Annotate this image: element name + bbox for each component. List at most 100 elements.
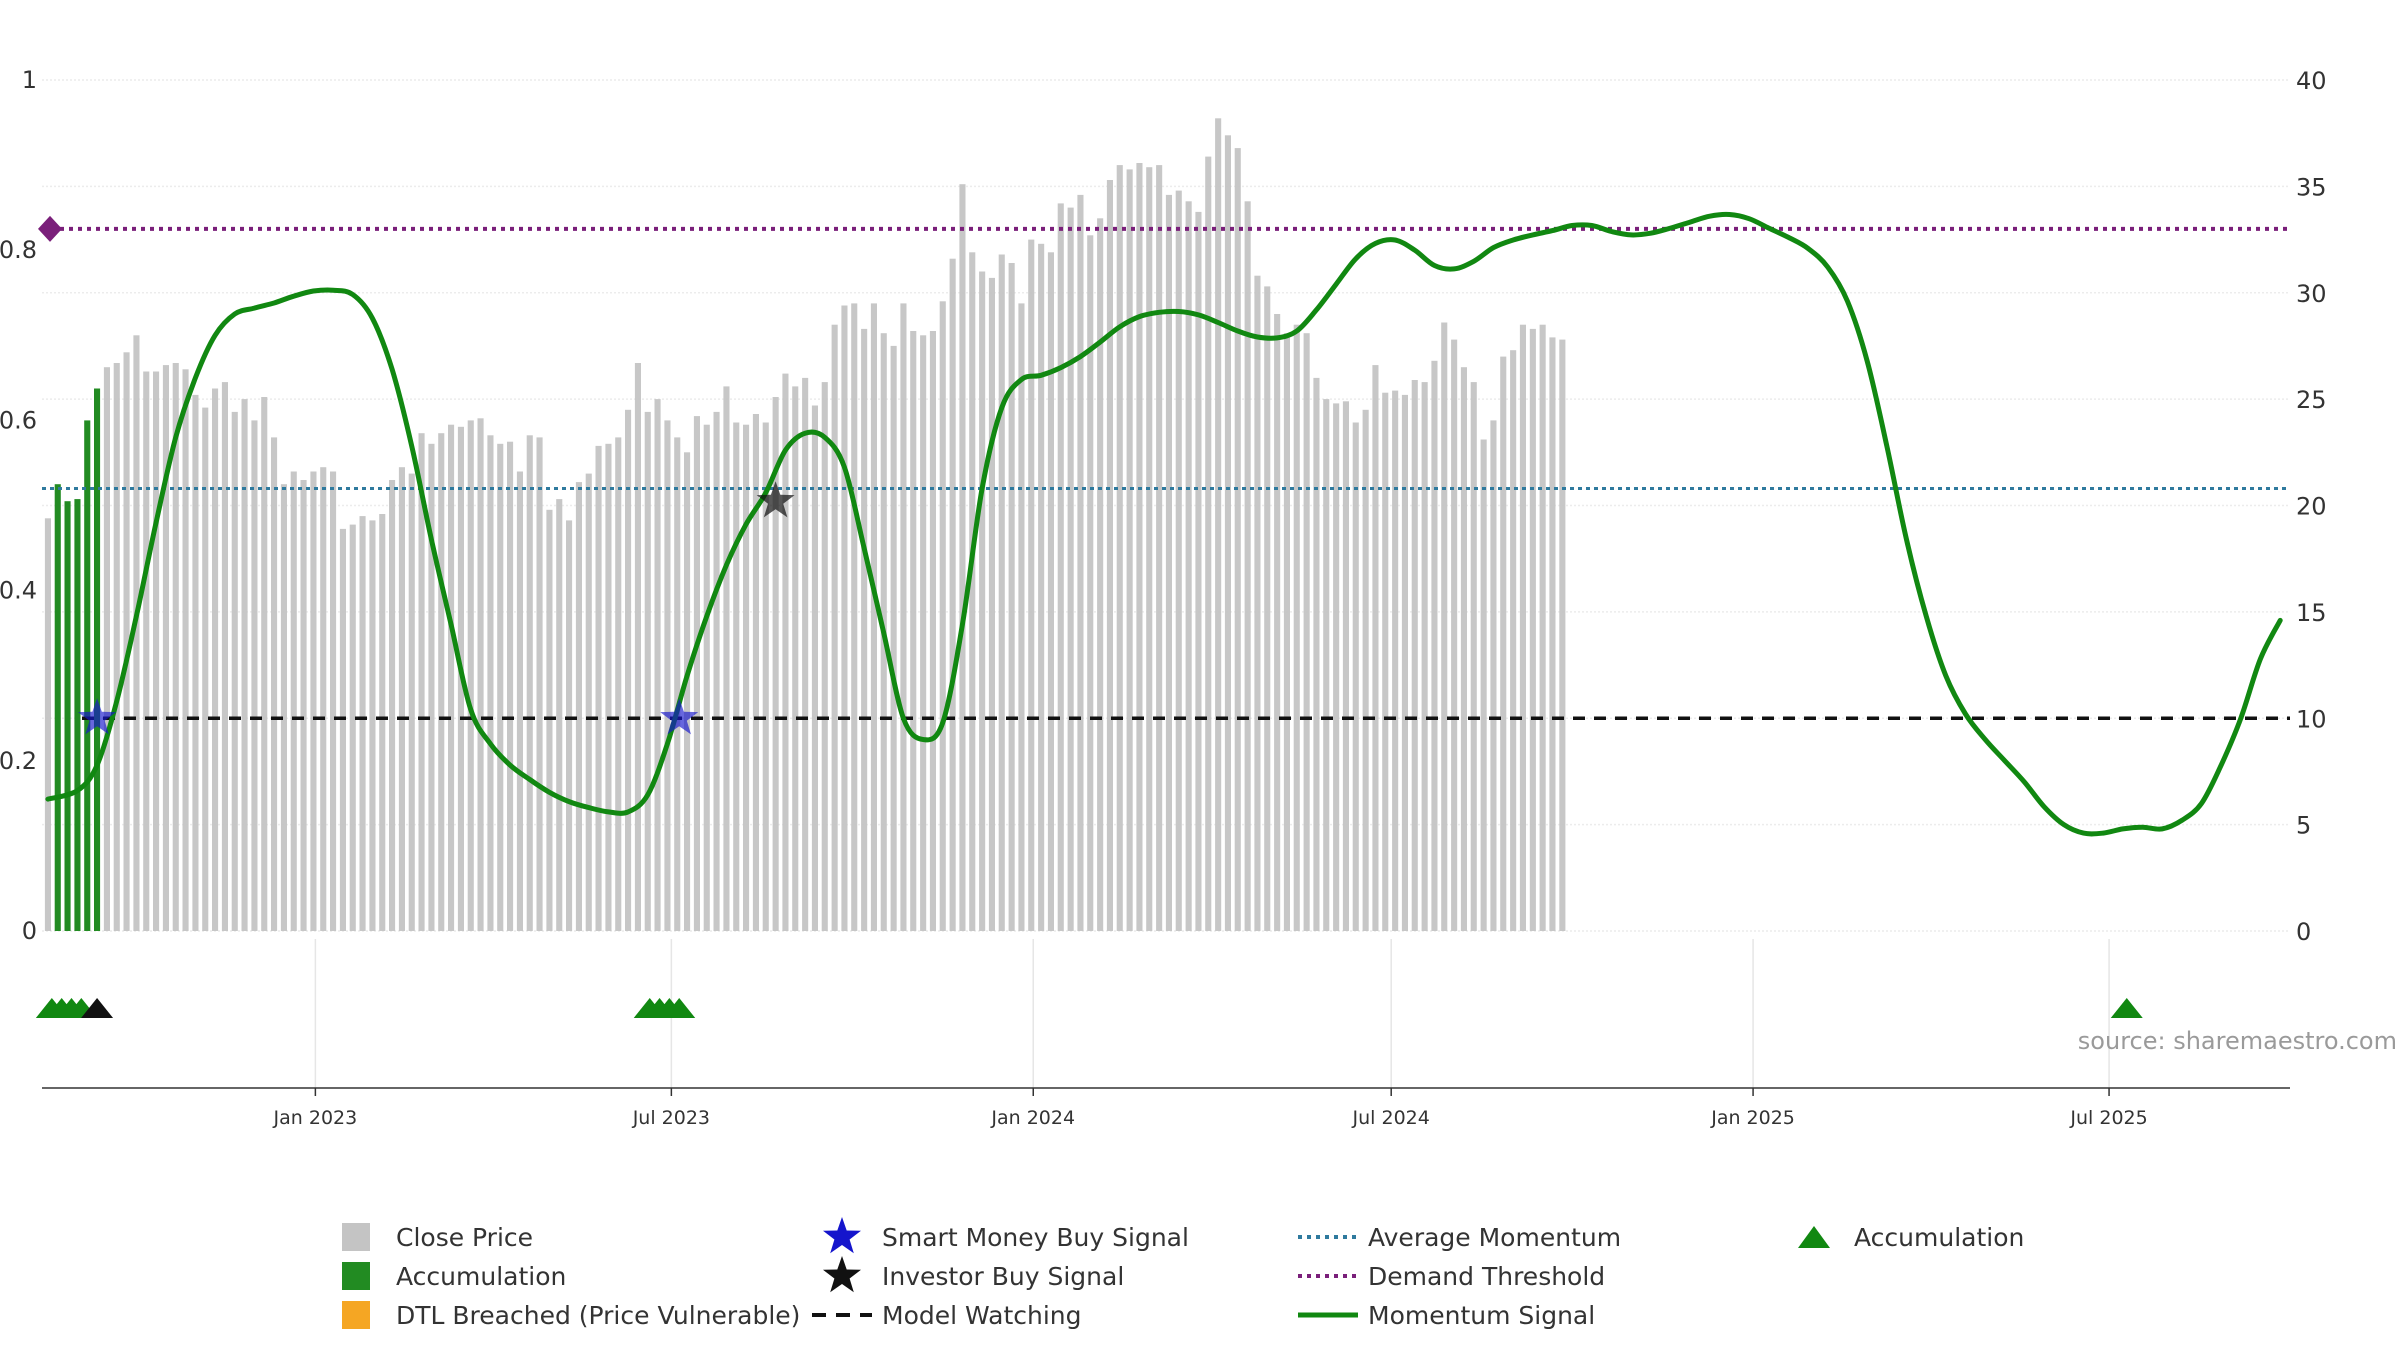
legend-item: DTL Breached (Price Vulnerable) bbox=[342, 1301, 800, 1330]
legend-label: Close Price bbox=[396, 1223, 533, 1252]
close-price-bar bbox=[438, 433, 445, 931]
close-price-bar bbox=[929, 331, 936, 931]
close-price-bar bbox=[1106, 180, 1113, 931]
legend-label: Demand Threshold bbox=[1368, 1262, 1605, 1291]
legend-item: Average Momentum bbox=[1298, 1223, 1621, 1252]
close-price-bar bbox=[536, 437, 543, 931]
legend-swatch bbox=[342, 1262, 370, 1290]
close-price-bar bbox=[1097, 218, 1104, 932]
close-price-bar bbox=[1038, 243, 1045, 932]
close-price-bar bbox=[979, 271, 986, 931]
accumulation-bar bbox=[94, 388, 101, 931]
close-price-bar bbox=[398, 467, 405, 931]
close-price-bar bbox=[1018, 303, 1025, 931]
accumulation-triangle bbox=[663, 998, 696, 1018]
close-price-bar bbox=[1126, 169, 1133, 931]
legend-swatch bbox=[342, 1223, 370, 1251]
close-price-bar bbox=[556, 499, 563, 931]
legend-item: Accumulation bbox=[1798, 1223, 2024, 1252]
y-left-tick-label: 0 bbox=[22, 917, 37, 945]
close-price-bar bbox=[251, 420, 258, 931]
close-price-bar bbox=[851, 303, 858, 931]
x-tick-label: Jul 2024 bbox=[1352, 1107, 1430, 1129]
close-price-bar bbox=[349, 524, 356, 931]
x-tick-label: Jan 2024 bbox=[990, 1107, 1075, 1129]
y-right-tick-label: 10 bbox=[2296, 705, 2327, 733]
legend-triangle-icon bbox=[1798, 1226, 1830, 1248]
y-left-tick-label: 0.4 bbox=[0, 577, 37, 605]
close-price-bar bbox=[497, 443, 504, 931]
close-price-bar bbox=[900, 303, 907, 931]
close-price-bar bbox=[1136, 163, 1143, 931]
close-price-bar bbox=[153, 371, 160, 931]
close-price-bar bbox=[310, 471, 317, 931]
close-price-bar bbox=[752, 414, 759, 931]
close-price-bar bbox=[733, 422, 740, 931]
close-price-bar bbox=[1077, 194, 1084, 931]
close-price-bar bbox=[1352, 422, 1359, 931]
x-tick-label: Jul 2025 bbox=[2069, 1107, 2147, 1129]
legend-label: Accumulation bbox=[1854, 1223, 2024, 1252]
legend-label: Momentum Signal bbox=[1368, 1301, 1595, 1330]
close-price-bar bbox=[703, 424, 710, 931]
close-price-bar bbox=[359, 516, 366, 931]
accumulation-bar bbox=[74, 499, 81, 931]
close-price-bar bbox=[1500, 356, 1507, 932]
y-right-tick-label: 5 bbox=[2296, 812, 2311, 840]
close-price-bar bbox=[1057, 203, 1064, 931]
close-price-bar bbox=[870, 303, 877, 931]
y-left-tick-label: 0.6 bbox=[0, 406, 37, 434]
close-price-bar bbox=[516, 471, 523, 931]
close-price-bar bbox=[133, 335, 140, 931]
y-right-tick-label: 35 bbox=[2296, 173, 2327, 201]
close-price-bar bbox=[1087, 235, 1094, 932]
smart-money-buy-star bbox=[78, 698, 117, 735]
close-price-bar bbox=[615, 437, 622, 931]
close-price-bar bbox=[1490, 420, 1497, 931]
close-price-bar bbox=[634, 363, 641, 931]
y-left-tick-label: 0.8 bbox=[0, 236, 37, 264]
close-price-bar bbox=[920, 335, 927, 931]
close-price-bar bbox=[802, 377, 809, 931]
close-price-bar bbox=[1116, 165, 1123, 932]
close-price-bar bbox=[861, 328, 868, 931]
close-price-bar bbox=[674, 437, 681, 931]
close-price-bar bbox=[1333, 403, 1340, 931]
accumulation-bar bbox=[84, 420, 91, 931]
close-price-bar bbox=[1264, 286, 1271, 931]
close-price-bar bbox=[625, 409, 632, 931]
reference-lines bbox=[38, 215, 2290, 720]
close-price-bar bbox=[1234, 148, 1241, 932]
close-price-bar bbox=[428, 443, 435, 931]
accumulation-bar bbox=[54, 484, 61, 931]
legend-item: Model Watching bbox=[812, 1301, 1082, 1330]
legend-item: Demand Threshold bbox=[1298, 1262, 1605, 1291]
source-credit: source: sharemaestro.com bbox=[2078, 1027, 2397, 1055]
close-price-bar bbox=[202, 407, 209, 932]
close-price-bar bbox=[605, 443, 612, 931]
signal-markers bbox=[35, 481, 2143, 1018]
legend-label: Average Momentum bbox=[1368, 1223, 1621, 1252]
close-price-bar bbox=[841, 305, 848, 931]
close-price-bar bbox=[1008, 263, 1015, 931]
close-price-bar bbox=[939, 301, 946, 931]
close-price-bar bbox=[1342, 401, 1349, 931]
close-price-bar bbox=[143, 371, 150, 931]
close-price-bar bbox=[1195, 211, 1202, 931]
close-price-bar bbox=[772, 397, 779, 931]
close-price-bar bbox=[280, 484, 287, 931]
close-price-bar bbox=[1480, 439, 1487, 931]
close-price-bar bbox=[1205, 156, 1212, 932]
smart-money-buy-star bbox=[660, 698, 699, 735]
close-price-bar bbox=[1510, 350, 1517, 931]
close-price-bar bbox=[467, 420, 474, 931]
close-price-bar bbox=[1519, 324, 1526, 931]
y-right-tick-label: 20 bbox=[2296, 493, 2327, 521]
close-price-bar bbox=[1254, 275, 1261, 931]
axes: Jan 2023 Jul 2023 Jan 2024 Jul 2024 Jan 2025… bbox=[0, 66, 2327, 1129]
close-price-bar bbox=[1401, 394, 1408, 931]
accumulation-triangle-dark bbox=[81, 998, 114, 1018]
x-tick-label: Jan 2025 bbox=[1710, 1107, 1795, 1129]
accumulation-triangle bbox=[2110, 998, 2143, 1018]
close-price-bar bbox=[693, 416, 700, 932]
